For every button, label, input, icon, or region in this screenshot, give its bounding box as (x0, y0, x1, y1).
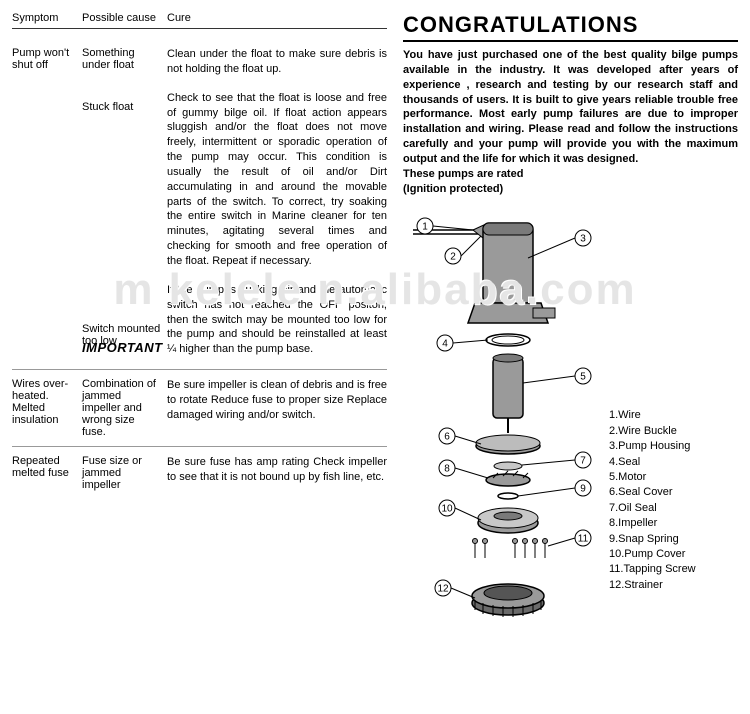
congrats-text: You have just purchased one of the best … (403, 49, 738, 165)
parts-list-item: 1.Wire (609, 408, 738, 423)
svg-text:8: 8 (444, 464, 450, 475)
cause-text: Stuck float (82, 101, 161, 113)
info-panel: CONGRATULATIONS You have just purchased … (395, 0, 750, 714)
cause-cell: Fuse size or jammed impeller (82, 455, 167, 491)
exploded-view-wrap: 123456789101112 1.Wire2.Wire Buckle3.Pum… (403, 208, 738, 641)
cure-text: Check to see that the float is loose and… (167, 91, 387, 269)
svg-text:2: 2 (450, 252, 456, 263)
svg-text:9: 9 (580, 484, 586, 495)
diagram-svg: 123456789101112 (403, 208, 603, 638)
table-row: Pump won't shut off Something under floa… (12, 39, 387, 370)
cause-text: Something under float (82, 47, 161, 71)
cause-cell: Something under float Stuck float Switch… (82, 47, 167, 361)
congrats-body: You have just purchased one of the best … (403, 48, 738, 196)
col-cause: Possible cause (82, 12, 167, 24)
congrats-title: CONGRATULATIONS (403, 12, 738, 42)
cause-cell: Combination of jammed impeller and wrong… (82, 378, 167, 438)
parts-list-item: 6.Seal Cover (609, 485, 738, 500)
svg-text:11: 11 (578, 534, 589, 545)
svg-text:12: 12 (437, 584, 449, 595)
cure-cell: Be sure fuse has amp rating Check impell… (167, 455, 387, 491)
svg-text:3: 3 (580, 234, 586, 245)
col-cure: Cure (167, 12, 387, 24)
parts-list-item: 11.Tapping Screw (609, 562, 738, 577)
congrats-rated: These pumps are rated (403, 167, 738, 182)
parts-list-item: 10.Pump Cover (609, 547, 738, 562)
table-row: Wires over-heated. Melted insulation Com… (12, 370, 387, 447)
symptom-cell: Pump won't shut off (12, 47, 82, 361)
cure-cell: Clean under the float to make sure debri… (167, 47, 387, 361)
svg-text:6: 6 (444, 432, 450, 443)
parts-list-item: 4.Seal (609, 455, 738, 470)
troubleshooting-table: Symptom Possible cause Cure Pump won't s… (12, 12, 387, 499)
parts-list-item: 8.Impeller (609, 516, 738, 531)
troubleshooting-panel: Symptom Possible cause Cure Pump won't s… (0, 0, 395, 714)
symptom-cell: Repeated melted fuse (12, 455, 82, 491)
cure-cell: Be sure impeller is clean of debris and … (167, 378, 387, 438)
parts-list-item: 5.Motor (609, 470, 738, 485)
parts-list-item: 7.Oil Seal (609, 501, 738, 516)
exploded-diagram: 123456789101112 (403, 208, 603, 641)
parts-list-item: 12.Strainer (609, 578, 738, 593)
svg-text:5: 5 (580, 372, 586, 383)
svg-text:1: 1 (422, 222, 428, 233)
cure-text: Clean under the float to make sure debri… (167, 47, 387, 77)
svg-text:7: 7 (580, 456, 586, 467)
important-label: IMPORTANT (82, 340, 163, 355)
parts-list-item: 3.Pump Housing (609, 439, 738, 454)
col-symptom: Symptom (12, 12, 82, 24)
parts-list: 1.Wire2.Wire Buckle3.Pump Housing4.Seal5… (603, 208, 738, 641)
cure-text: If the pump is sucking air and the autom… (167, 283, 387, 357)
symptom-cell: Wires over-heated. Melted insulation (12, 378, 82, 438)
parts-list-item: 2.Wire Buckle (609, 424, 738, 439)
parts-list-item: 9.Snap Spring (609, 532, 738, 547)
svg-text:10: 10 (441, 504, 453, 515)
table-header: Symptom Possible cause Cure (12, 12, 387, 29)
svg-text:4: 4 (442, 339, 448, 350)
congrats-ignition: (Ignition protected) (403, 182, 738, 197)
table-row: Repeated melted fuse Fuse size or jammed… (12, 447, 387, 499)
